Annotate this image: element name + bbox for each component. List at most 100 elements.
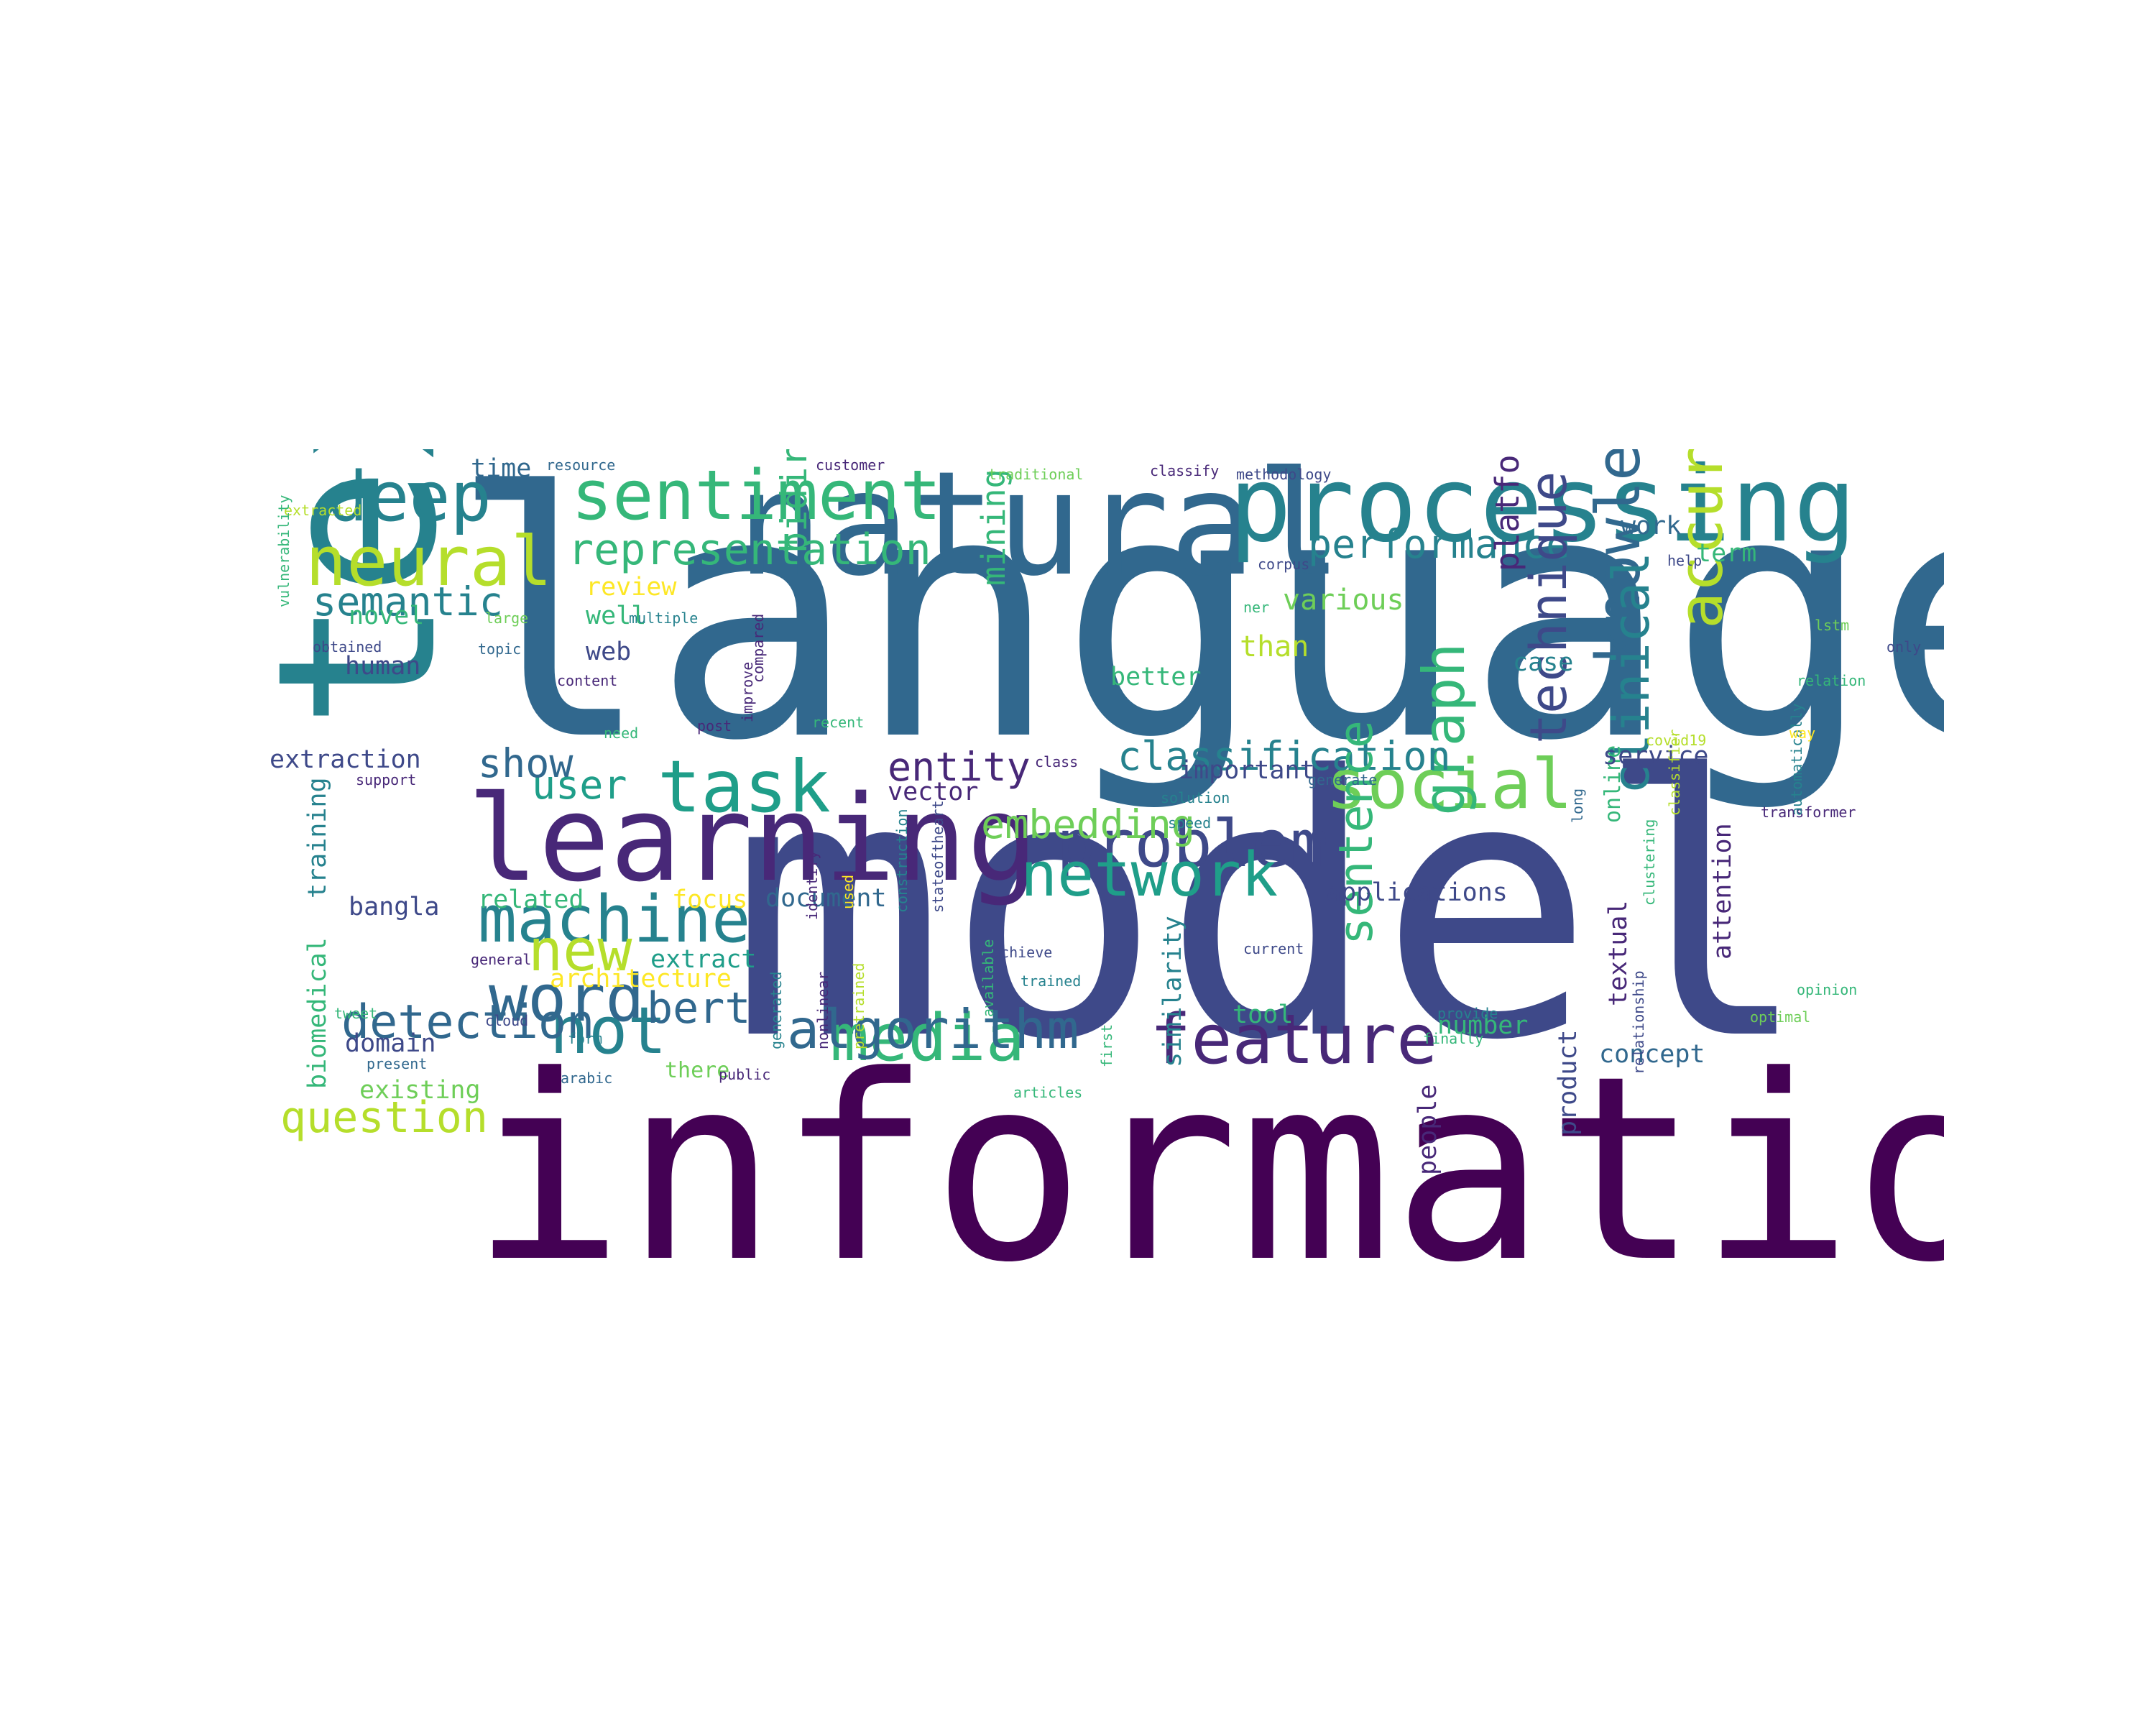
cloud-word: training — [303, 777, 332, 898]
cloud-word: class — [1035, 753, 1079, 770]
cloud-word: various — [1283, 584, 1404, 617]
cloud-word: opinion — [1797, 981, 1858, 998]
cloud-word: achieve — [992, 944, 1053, 961]
cloud-word: help — [1667, 552, 1703, 569]
cloud-word: related — [478, 886, 584, 914]
cloud-word: focus — [672, 886, 748, 914]
cloud-word: customer — [816, 456, 885, 474]
cloud-word: existing — [359, 1076, 481, 1105]
cloud-word: semantic — [313, 579, 503, 625]
cloud-word: review — [586, 573, 677, 602]
cloud-word: network — [1021, 840, 1279, 911]
cloud-word: time — [471, 454, 532, 483]
cloud-word: way — [1789, 724, 1816, 742]
cloud-word: web — [586, 638, 632, 666]
cloud-word: cloud — [485, 1012, 529, 1029]
cloud-word: feature — [1150, 1000, 1438, 1080]
cloud-word: extract — [650, 945, 757, 974]
word-cloud: languagemodelinformationtextnaturalproce… — [270, 449, 1944, 1301]
cloud-word: optimal — [1750, 1008, 1811, 1026]
cloud-word: speed — [1168, 814, 1212, 832]
cloud-word: clustering — [1641, 819, 1658, 906]
cloud-word: processing — [1229, 449, 1856, 566]
cloud-word: new — [528, 917, 632, 984]
cloud-word: entity — [888, 744, 1031, 790]
cloud-word: pretrained — [850, 962, 867, 1049]
cloud-word: traditional — [988, 466, 1084, 483]
cloud-word: question — [280, 1092, 488, 1143]
cloud-word: extraction — [270, 745, 421, 774]
cloud-word: classify — [1150, 462, 1220, 479]
cloud-word: user — [532, 762, 627, 808]
cloud-word: technique — [1519, 471, 1578, 744]
cloud-word: need — [604, 724, 639, 742]
cloud-word: attention — [1708, 823, 1737, 960]
cloud-word: bangla — [349, 893, 440, 921]
cloud-word: well — [586, 602, 647, 630]
cloud-word: machine — [478, 882, 751, 957]
cloud-word: improve — [739, 661, 756, 722]
cloud-word: ner — [1243, 599, 1270, 616]
cloud-word: content — [557, 672, 618, 689]
cloud-word: word — [489, 961, 645, 1036]
cloud-word: service — [1603, 742, 1709, 770]
cloud-word: recent — [812, 714, 865, 731]
cloud-word: provide — [1437, 1005, 1498, 1022]
cloud-word: transformer — [1761, 804, 1856, 821]
cloud-word: than — [1240, 630, 1309, 663]
cloud-word: first — [1098, 1024, 1115, 1067]
cloud-word: covid19 — [1646, 732, 1707, 749]
cloud-word: embedding — [981, 801, 1196, 847]
cloud-word: lstm — [1815, 617, 1850, 634]
cloud-word: important — [1179, 756, 1315, 785]
cloud-word: trained — [1021, 972, 1082, 990]
cloud-word: tweet — [334, 1005, 378, 1022]
cloud-word: extracted — [284, 502, 362, 519]
cloud-word: novel — [349, 602, 425, 630]
cloud-word: term — [1696, 539, 1757, 568]
cloud-word: document — [765, 884, 887, 913]
cloud-word: media — [830, 1000, 1025, 1076]
cloud-word: concept — [1599, 1040, 1705, 1069]
cloud-word: task — [658, 745, 831, 829]
cloud-word: information — [471, 1021, 1944, 1301]
cloud-word: only — [1886, 638, 1922, 656]
cloud-word: tool — [1233, 1000, 1294, 1029]
cloud-word: classifier — [1666, 729, 1683, 816]
cloud-word: form — [568, 1030, 603, 1047]
cloud-word: available — [980, 939, 997, 1017]
cloud-word: natural — [737, 449, 1342, 608]
cloud-word: identify — [803, 850, 821, 920]
cloud-word: generated — [768, 971, 785, 1049]
cloud-word: stateoftheart — [929, 800, 946, 913]
cloud-word: resource — [546, 456, 616, 474]
cloud-word: neural — [305, 523, 553, 602]
cloud-word: methodology — [1236, 466, 1332, 483]
cloud-word: bidirectional — [773, 449, 815, 553]
cloud-word: automatically — [1788, 703, 1805, 816]
cloud-word: case — [1513, 648, 1574, 677]
cloud-word: corpus — [1258, 556, 1310, 573]
cloud-word: finally — [1423, 1030, 1484, 1047]
cloud-word: social — [1326, 745, 1573, 824]
cloud-word: general — [471, 951, 532, 968]
cloud-word: obtained — [313, 638, 382, 656]
cloud-word: classification — [1118, 733, 1451, 779]
cloud-word: sentence — [1330, 719, 1383, 945]
cloud-word: multiple — [629, 610, 699, 627]
cloud-word: mining — [975, 469, 1013, 586]
cloud-word: textual — [1604, 900, 1633, 1006]
cloud-word: not — [550, 993, 667, 1069]
cloud-word: biomedical — [303, 937, 332, 1089]
cloud-word: performance — [1308, 521, 1570, 567]
cloud-word: language — [449, 449, 1944, 814]
cloud-word: detection — [341, 995, 595, 1049]
cloud-word: learning — [467, 770, 1038, 908]
cloud-word: graph — [1411, 643, 1478, 816]
cloud-word: human — [345, 652, 421, 681]
cloud-word: articles — [1013, 1084, 1083, 1101]
cloud-word: bert — [647, 983, 751, 1034]
cloud-word: product — [1554, 1029, 1583, 1136]
cloud-word: solution — [1161, 789, 1230, 806]
cloud-word: representation — [568, 525, 931, 575]
